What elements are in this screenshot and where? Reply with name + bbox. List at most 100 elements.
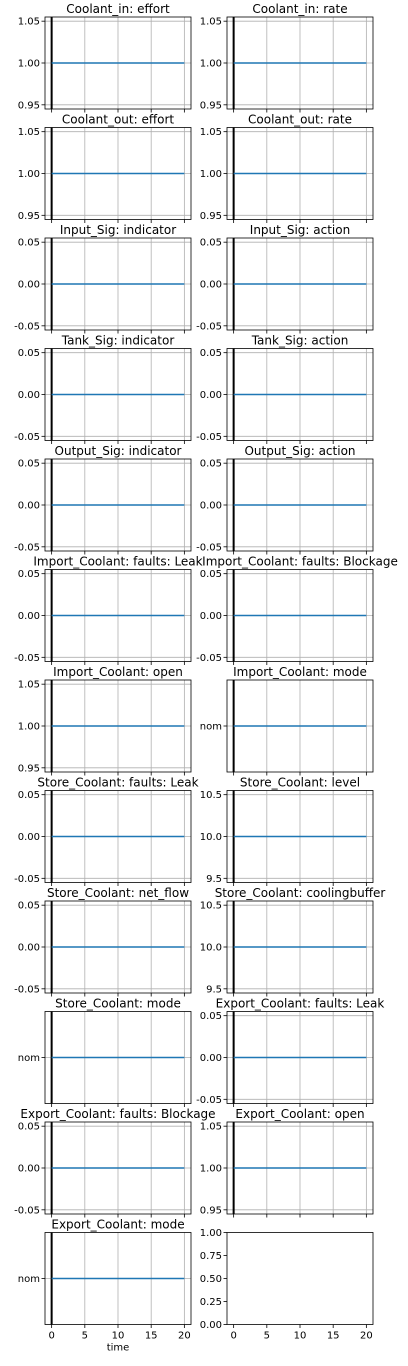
y-tick-label: 0.95 [18, 763, 40, 774]
subplot-6: -0.05 0.00 0.05 Input_Sig: action [196, 223, 374, 334]
subplot-2: 0.95 1.00 1.05 Coolant_in: rate [200, 2, 374, 113]
subplot-22: 0.95 1.00 1.05 Export_Coolant: open [200, 1107, 374, 1218]
subplot-title: Store_Coolant: net_flow [47, 886, 189, 900]
subplot-7: -0.05 0.00 0.05 Tank_Sig: indicator [14, 334, 192, 444]
subplot-title: Coolant_in: effort [66, 2, 170, 16]
y-tick-label: 10.0 [200, 832, 222, 843]
x-tick-label: 10 [294, 1331, 307, 1342]
y-tick-label: 0.00 [200, 1320, 222, 1331]
subplot-title: Input_Sig: indicator [60, 223, 176, 237]
y-tick-label: 9.5 [206, 874, 222, 885]
x-axis-label: time [107, 1343, 130, 1354]
y-tick-label: 0.95 [200, 1205, 222, 1216]
subplot-title: Output_Sig: indicator [55, 444, 182, 458]
y-tick-label: 0.05 [200, 348, 222, 359]
subplot-19: nom Store_Coolant: mode [18, 997, 192, 1107]
y-tick-label: 0.05 [18, 1122, 40, 1133]
subplot-title: Tank_Sig: indicator [61, 334, 175, 348]
y-tick-label: nom [18, 1274, 40, 1285]
y-tick-label: -0.05 [196, 432, 222, 443]
y-tick-label: -0.05 [196, 321, 222, 332]
plot-area [227, 1232, 373, 1325]
subplot-13: 0.95 1.00 1.05 Import_Coolant: open [18, 665, 192, 776]
subplot-10: -0.05 0.00 0.05 Output_Sig: action [196, 444, 374, 555]
subplot-title: Store_Coolant: coolingbuffer [215, 886, 386, 900]
y-tick-label: 0.95 [18, 100, 40, 111]
y-tick-label: 0.05 [18, 790, 40, 801]
y-tick-label: 0.05 [200, 1011, 222, 1022]
y-tick-label: 0.95 [200, 100, 222, 111]
y-tick-label: 0.00 [18, 390, 40, 401]
y-tick-label: 1.05 [200, 17, 222, 28]
y-tick-label: 1.05 [200, 1122, 222, 1133]
subplot-8: -0.05 0.00 0.05 Tank_Sig: action [196, 334, 374, 444]
subplot-title: Store_Coolant: mode [55, 997, 181, 1011]
subplot-24: 0.00 0.25 0.50 0.75 1.00 0 5 10 15 20 [200, 1228, 374, 1342]
subplot-23: nom 0 5 10 15 20 time Export_Coolant: mode [18, 1218, 192, 1354]
y-tick-label: -0.05 [196, 542, 222, 553]
y-tick-label: 0.00 [18, 943, 40, 954]
subplot-title: Export_Coolant: mode [51, 1218, 184, 1232]
x-tick-label: 15 [327, 1331, 340, 1342]
subplot-9: -0.05 0.00 0.05 Output_Sig: indicator [14, 444, 192, 555]
y-tick-label: -0.05 [14, 874, 40, 885]
x-tick-label: 10 [112, 1331, 125, 1342]
y-tick-label: 1.05 [18, 17, 40, 28]
y-tick-label: 1.00 [18, 169, 40, 180]
y-tick-label: 10.5 [200, 790, 222, 801]
x-tick-label: 0 [48, 1331, 54, 1342]
subplot-3: 0.95 1.00 1.05 Coolant_out: effort [18, 113, 192, 223]
y-tick-label: 9.5 [206, 984, 222, 995]
y-tick-label: nom [200, 722, 222, 733]
y-tick-label: 0.05 [200, 238, 222, 249]
subplot-title: Import_Coolant: faults: Leak [33, 555, 202, 569]
x-tick-label: 20 [360, 1331, 373, 1342]
y-tick-label: 10.5 [200, 901, 222, 912]
y-tick-label: 0.05 [18, 238, 40, 249]
subplot-1: 0.95 1.00 1.05 Coolant_in: effort [18, 2, 192, 113]
y-tick-label: 0.95 [18, 211, 40, 222]
x-tick-label: 5 [264, 1331, 270, 1342]
y-tick-label: 10.0 [200, 943, 222, 954]
subplot-title: Import_Coolant: open [53, 665, 183, 679]
x-tick-label: 20 [178, 1331, 191, 1342]
y-tick-label: 1.00 [200, 59, 222, 70]
y-tick-label: nom [18, 1053, 40, 1064]
y-tick-label: -0.05 [14, 984, 40, 995]
y-tick-label: -0.05 [196, 1095, 222, 1106]
y-tick-label: 0.00 [18, 280, 40, 291]
subplot-title: Store_Coolant: faults: Leak [37, 776, 198, 790]
y-tick-label: 0.05 [200, 569, 222, 580]
subplot-title: Import_Coolant: mode [233, 665, 367, 679]
y-tick-label: 1.05 [200, 127, 222, 138]
subplot-title: Export_Coolant: faults: Blockage [20, 1107, 215, 1121]
subplot-title: Import_Coolant: faults: Blockage [202, 555, 398, 569]
subplot-title: Coolant_out: rate [248, 113, 352, 127]
y-tick-label: 0.00 [200, 390, 222, 401]
subplot-title: Export_Coolant: open [235, 1107, 364, 1121]
y-tick-label: 0.00 [18, 1164, 40, 1175]
y-tick-label: 0.00 [18, 501, 40, 512]
subplot-title: Tank_Sig: action [251, 334, 349, 348]
y-tick-label: 0.05 [200, 459, 222, 470]
y-tick-label: 0.50 [200, 1274, 222, 1285]
y-tick-label: 1.05 [18, 680, 40, 691]
y-tick-label: 0.00 [200, 611, 222, 622]
subplot-5: -0.05 0.00 0.05 Input_Sig: indicator [14, 223, 192, 334]
x-tick-label: 15 [145, 1331, 158, 1342]
y-tick-label: 0.00 [200, 280, 222, 291]
y-tick-label: 1.00 [18, 722, 40, 733]
y-tick-label: 0.05 [18, 348, 40, 359]
y-tick-label: 0.00 [18, 832, 40, 843]
x-tick-label: 5 [82, 1331, 88, 1342]
y-tick-label: 1.00 [200, 169, 222, 180]
y-tick-label: 1.00 [200, 1228, 222, 1239]
y-tick-label: -0.05 [14, 1205, 40, 1216]
